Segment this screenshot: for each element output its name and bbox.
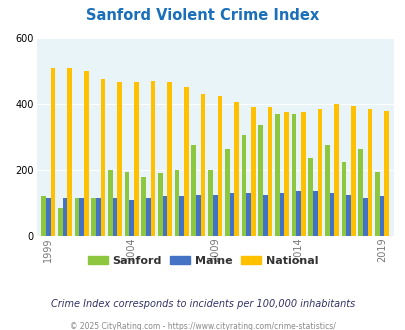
Text: Sanford Violent Crime Index: Sanford Violent Crime Index [86,8,319,23]
Bar [46,198,51,236]
Bar [208,170,212,236]
Text: © 2025 CityRating.com - https://www.cityrating.com/crime-statistics/: © 2025 CityRating.com - https://www.city… [70,322,335,330]
Bar [300,112,305,236]
Bar [113,198,117,236]
Bar [224,148,229,236]
Bar [317,109,322,236]
Bar [345,195,350,236]
Bar [51,68,55,236]
Bar [79,198,84,236]
Bar [217,96,222,236]
Bar [241,135,245,236]
Bar [350,106,355,236]
Bar [62,198,67,236]
Bar [196,195,200,236]
Bar [362,198,367,236]
Bar [384,111,388,236]
Bar [134,82,139,236]
Bar [67,68,72,236]
Bar [58,208,62,236]
Bar [124,172,129,236]
Bar [158,173,162,236]
Bar [84,71,88,236]
Bar [91,198,96,236]
Bar [41,196,46,236]
Bar [245,193,250,236]
Bar [258,125,262,236]
Bar [117,82,122,236]
Bar [262,195,267,236]
Bar [274,114,279,236]
Bar [312,191,317,236]
Bar [162,196,167,236]
Bar [141,177,146,236]
Bar [200,94,205,236]
Bar [167,82,172,236]
Bar [279,193,283,236]
Bar [179,196,184,236]
Bar [329,193,334,236]
Bar [267,107,272,236]
Bar [96,198,100,236]
Bar [146,198,150,236]
Bar [358,148,362,236]
Bar [75,198,79,236]
Bar [150,81,155,236]
Bar [129,200,134,236]
Bar [291,114,296,236]
Bar [184,87,188,236]
Bar [379,196,384,236]
Legend: Sanford, Maine, National: Sanford, Maine, National [83,251,322,270]
Bar [234,102,238,236]
Bar [250,107,255,236]
Bar [367,109,371,236]
Bar [229,193,234,236]
Text: Crime Index corresponds to incidents per 100,000 inhabitants: Crime Index corresponds to incidents per… [51,299,354,309]
Bar [100,79,105,236]
Bar [324,145,329,236]
Bar [334,104,338,236]
Bar [296,191,300,236]
Bar [284,112,288,236]
Bar [191,145,196,236]
Bar [341,162,345,236]
Bar [108,170,113,236]
Bar [174,170,179,236]
Bar [307,158,312,236]
Bar [374,172,379,236]
Bar [212,195,217,236]
